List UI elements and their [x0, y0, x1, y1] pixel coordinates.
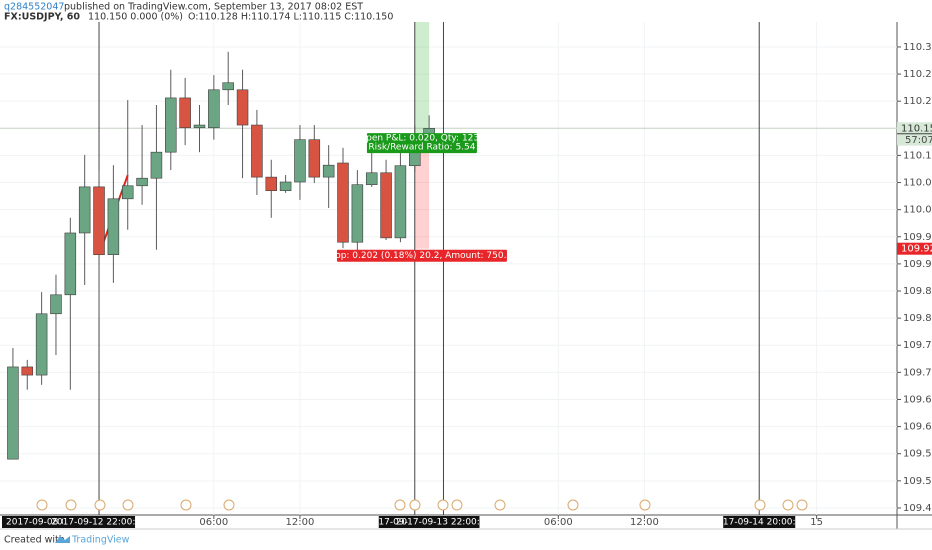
event-icon[interactable]	[394, 499, 406, 511]
candle-body	[50, 294, 62, 315]
time-marker-label: 2017-09-14 20:00:00	[711, 518, 807, 528]
event-icon[interactable]	[754, 499, 766, 511]
y-tick-label: 110.300	[903, 42, 932, 53]
candle-body	[179, 97, 191, 129]
event-icon[interactable]	[180, 499, 192, 511]
ratio-label: Risk/Reward Ratio: 5.54	[368, 143, 475, 153]
price-label-box	[897, 122, 932, 135]
profit-label: Open P&L: 0.020, Qty: 1237	[359, 134, 485, 144]
y-tick-label: 110.250	[903, 69, 932, 80]
y-tick-label: 109.700	[903, 367, 932, 378]
event-icon[interactable]	[451, 499, 463, 511]
candle-body	[107, 198, 120, 255]
time-marker-label: 2017-09-12 22:00:00	[51, 518, 147, 528]
y-tick-label: 109.550	[903, 449, 932, 460]
candle-body	[21, 366, 34, 376]
price-label-box	[897, 242, 932, 255]
candle-body	[308, 139, 321, 178]
profit-zone	[414, 22, 430, 140]
event-icon[interactable]	[409, 499, 421, 511]
logo	[55, 536, 70, 543]
y-tick-label: 109.600	[903, 422, 932, 433]
time-marker-label: 2017-09-13 22:00:00	[396, 518, 492, 528]
candle-body	[279, 181, 292, 191]
x-tick-label: 06:00	[544, 517, 573, 528]
candle-body	[7, 366, 19, 460]
y-tick-label: 109.800	[903, 313, 932, 324]
y-tick-label: 110.200	[903, 96, 932, 107]
loss-zone	[414, 139, 430, 249]
event-icon[interactable]	[782, 499, 794, 511]
time-marker-box	[723, 516, 796, 528]
y-tick-label: 109.950	[903, 232, 932, 243]
time-marker-box	[63, 516, 136, 528]
stop-label: Stop: 0.202 (0.18%) 20.2, Amount: 750.13	[326, 251, 518, 261]
countdown-box	[897, 134, 932, 146]
symbol: FX:USDJPY, 60	[4, 12, 80, 23]
x-tick-label: 12:00	[286, 517, 315, 528]
candle-body	[294, 139, 306, 183]
price-label: 109.928	[901, 244, 932, 255]
x-tick-label: 12:00	[630, 517, 659, 528]
ohlc: O:110.128 H:110.174 L:110.115 C:110.150	[188, 12, 393, 23]
published: published on TradingView.com, September …	[64, 2, 363, 13]
candle-body	[64, 232, 77, 296]
candle-body	[193, 124, 206, 129]
candle-body	[394, 165, 407, 239]
candle-body	[337, 162, 349, 243]
candle-body	[121, 185, 134, 200]
profit-label-box	[366, 133, 477, 154]
y-tick-label: 110.100	[903, 150, 932, 161]
author[interactable]: q284552047	[4, 2, 64, 13]
footer-created: Created with	[4, 535, 65, 546]
event-icon[interactable]	[567, 499, 579, 511]
footer-brand[interactable]: TradingView	[71, 535, 130, 546]
y-tick-label: 109.650	[903, 394, 932, 405]
start-marker-box	[2, 516, 64, 528]
candle-body	[265, 176, 278, 191]
candle-body	[222, 82, 234, 91]
event-icon[interactable]	[36, 499, 48, 511]
candle-body	[251, 124, 263, 178]
candle-body	[380, 172, 392, 239]
y-tick-label: 109.900	[903, 259, 932, 270]
candle-body	[236, 89, 249, 126]
event-icon[interactable]	[437, 499, 449, 511]
x-tick-label: 15	[810, 517, 823, 528]
event-icon[interactable]	[796, 499, 808, 511]
stop-label-box	[336, 249, 507, 262]
candle-body	[322, 164, 335, 178]
event-icon[interactable]	[639, 499, 651, 511]
candle-body	[150, 151, 163, 179]
event-icon[interactable]	[494, 499, 506, 511]
y-tick-label: 109.450	[903, 503, 932, 514]
quote: 110.150 0.000 (0%)	[88, 12, 183, 23]
time-marker-box	[407, 516, 480, 528]
y-tick-label: 109.750	[903, 340, 932, 351]
candle-body	[365, 172, 378, 186]
y-tick-label: 110.050	[903, 178, 932, 189]
y-tick-label: 110.000	[903, 205, 932, 216]
candle-body	[351, 184, 364, 243]
x-tick-label: 06:00	[199, 517, 228, 528]
candle-body	[35, 313, 48, 376]
candle-body	[136, 177, 148, 187]
start-marker: 2017-09-08 07:0	[6, 518, 82, 528]
event-icon[interactable]	[122, 499, 134, 511]
events	[36, 499, 808, 511]
y-tick-label: 109.500	[903, 476, 932, 487]
countdown: 57:07	[905, 135, 932, 146]
price-label: 110.150	[901, 123, 932, 134]
candle-body	[93, 186, 105, 255]
event-icon[interactable]	[223, 499, 235, 511]
event-icon[interactable]	[94, 499, 106, 511]
y-tick-label: 109.850	[903, 286, 932, 297]
plot	[0, 22, 897, 515]
event-icon[interactable]	[65, 499, 77, 511]
candle-body	[165, 97, 177, 153]
candle-body	[78, 186, 91, 234]
candle-body	[208, 89, 220, 129]
